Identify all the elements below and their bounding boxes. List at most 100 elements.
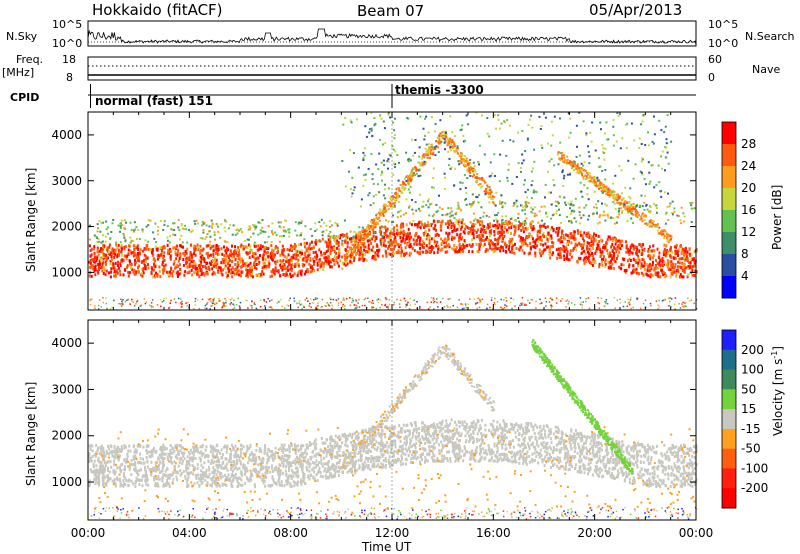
- power-cell: [393, 226, 396, 230]
- power-cell: [683, 270, 686, 274]
- power-cell: [431, 223, 434, 225]
- power-cell: [474, 223, 477, 226]
- power-cell: [197, 299, 199, 301]
- power-cell: [412, 238, 415, 242]
- power-cell: [632, 244, 635, 248]
- power-cell: [257, 233, 260, 236]
- power-cell: [603, 190, 606, 193]
- power-cell: [345, 254, 348, 257]
- power-cell: [472, 161, 475, 164]
- power-cell: [365, 135, 368, 138]
- power-cell: [369, 237, 372, 240]
- power-cell: [617, 239, 620, 243]
- power-cell: [486, 303, 489, 306]
- power-cell: [587, 218, 590, 221]
- power-cell: [562, 233, 565, 237]
- power-cell: [169, 249, 172, 253]
- power-cell: [596, 212, 598, 215]
- power-cell: [308, 305, 311, 307]
- power-cell: [288, 231, 291, 234]
- power-cell: [502, 230, 505, 234]
- power-cell: [173, 246, 176, 250]
- power-cell: [432, 152, 435, 155]
- power-cell: [578, 206, 581, 209]
- power-cell: [601, 191, 604, 194]
- power-cell: [678, 247, 681, 251]
- power-cell: [361, 250, 364, 254]
- power-cell: [140, 260, 143, 264]
- power-cell: [598, 302, 601, 305]
- power-cell: [197, 222, 199, 225]
- nave-tick-top: 60: [708, 53, 722, 66]
- power-cell: [239, 274, 242, 278]
- power-cell: [346, 245, 349, 249]
- power-cell: [428, 214, 431, 217]
- power-cell: [618, 250, 621, 254]
- power-cell: [511, 241, 514, 245]
- power-cell: [468, 165, 471, 168]
- power-cell: [544, 196, 546, 199]
- power-cell: [480, 237, 483, 241]
- power-cell: [461, 124, 464, 127]
- power-cell: [664, 253, 667, 257]
- power-cell: [578, 242, 581, 246]
- power-cell: [255, 273, 258, 277]
- power-cell: [156, 274, 159, 278]
- power-cell: [292, 256, 295, 260]
- power-cell: [115, 241, 118, 244]
- power-cell: [370, 225, 373, 228]
- power-cell: [470, 167, 473, 170]
- power-cell: [517, 131, 520, 134]
- power-cell: [573, 169, 575, 171]
- power-cell: [265, 301, 268, 303]
- power-cell: [386, 160, 389, 163]
- power-cell: [291, 263, 294, 266]
- power-cell: [443, 245, 446, 249]
- power-cell: [509, 301, 512, 304]
- power-cell: [491, 195, 494, 198]
- power-cell: [447, 207, 450, 210]
- power-cell: [216, 223, 219, 226]
- power-cell: [405, 151, 408, 154]
- power-cell: [501, 201, 504, 204]
- power-cell: [476, 302, 479, 304]
- power-cell: [563, 250, 566, 254]
- power-cell: [325, 229, 328, 232]
- power-cell: [151, 251, 154, 255]
- power-cell: [105, 258, 108, 262]
- power-cell: [534, 251, 537, 255]
- power-cell: [439, 119, 442, 122]
- power-cell: [194, 253, 197, 257]
- power-cell: [626, 259, 629, 263]
- power-cell: [607, 138, 610, 141]
- power-cell: [460, 209, 463, 212]
- power-cell: [543, 205, 546, 208]
- power-cell: [206, 266, 209, 270]
- power-cell: [237, 261, 239, 264]
- power-cell: [176, 275, 179, 278]
- power-cell: [674, 297, 677, 299]
- power-cell: [364, 235, 367, 237]
- power-cell: [551, 134, 554, 137]
- power-cell: [506, 222, 509, 226]
- power-cell: [198, 307, 201, 310]
- power-cell: [535, 244, 538, 248]
- power-cell: [314, 230, 317, 233]
- power-cell: [119, 273, 122, 277]
- power-cell: [478, 144, 481, 147]
- power-cell: [205, 270, 208, 274]
- power-cell: [659, 275, 662, 279]
- power-cell: [297, 222, 300, 225]
- power-cell: [337, 304, 340, 307]
- power-cell: [641, 220, 644, 223]
- power-cell: [133, 221, 136, 224]
- power-cell: [647, 254, 650, 258]
- power-cell: [678, 302, 680, 305]
- power-cell: [421, 223, 424, 227]
- power-cell: [219, 300, 221, 302]
- power-cell: [601, 144, 604, 147]
- power-cell: [669, 275, 672, 279]
- power-cell: [553, 184, 556, 187]
- power-cell: [519, 224, 522, 228]
- power-cell: [426, 233, 429, 236]
